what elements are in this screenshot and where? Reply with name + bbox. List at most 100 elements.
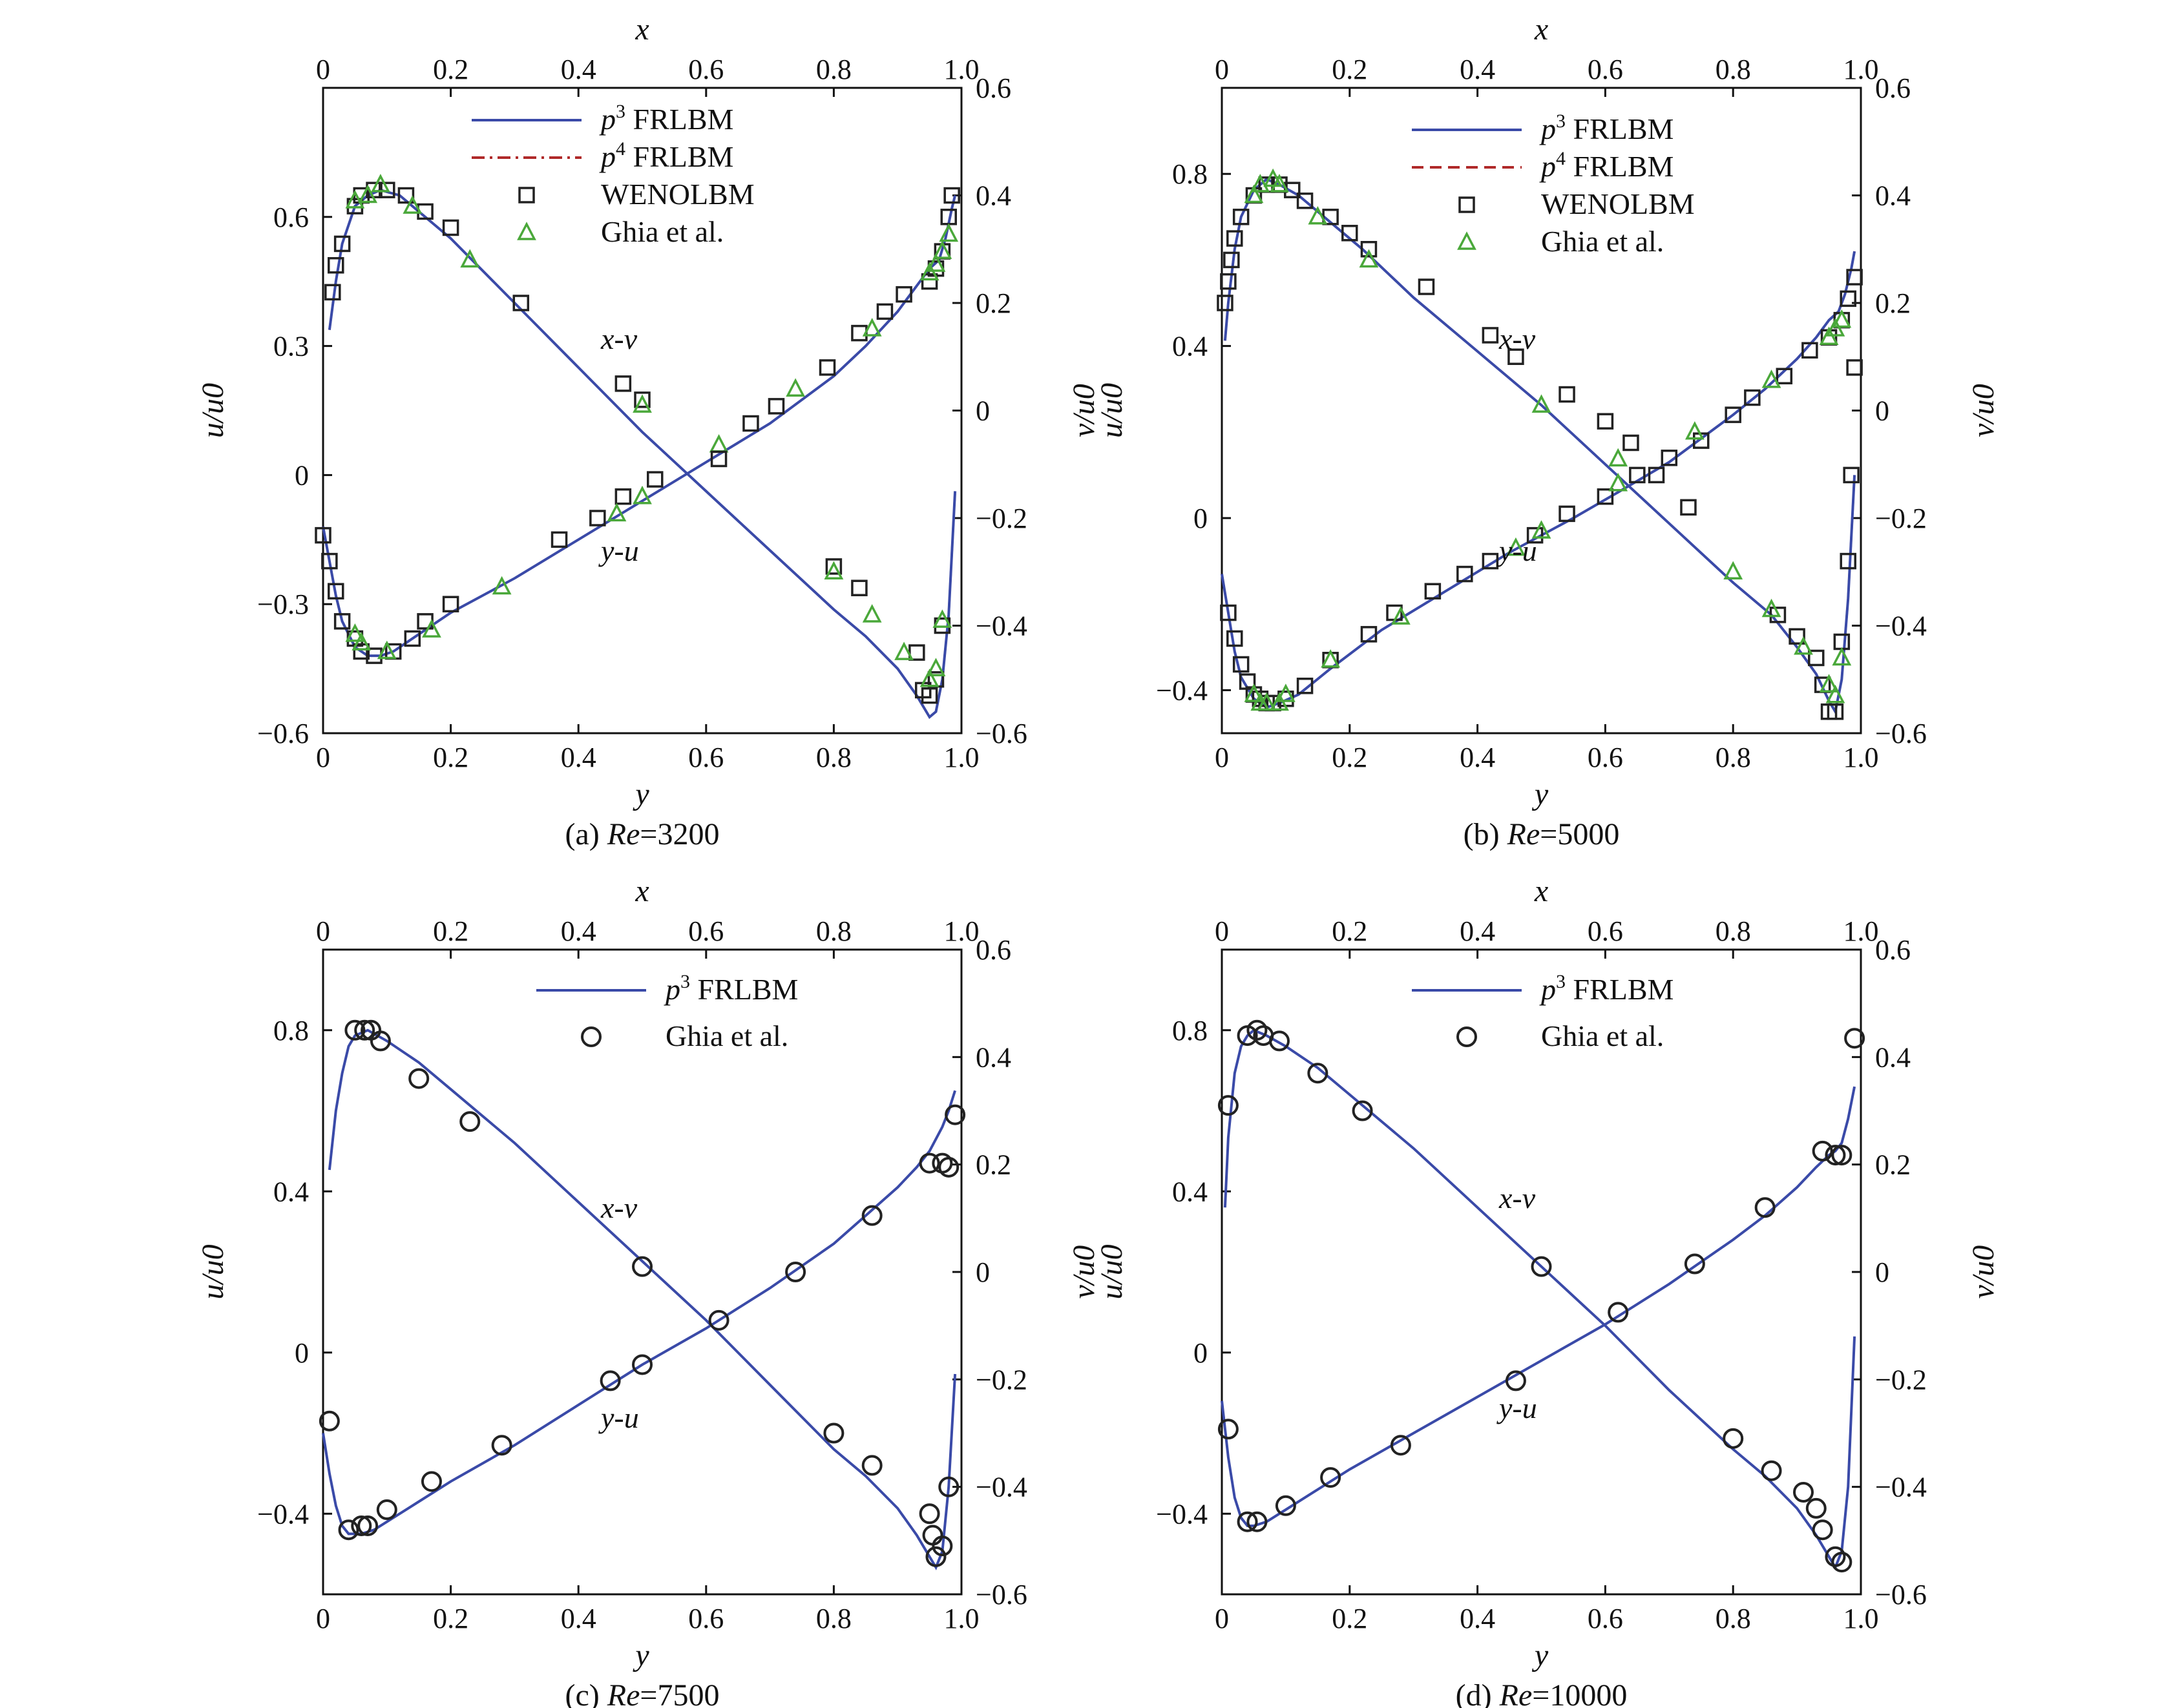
series-line-v_vs_x-dashdot bbox=[328, 189, 956, 719]
curve-annotation: y-u bbox=[598, 1401, 639, 1434]
marker-v_markers_circle bbox=[1831, 1552, 1852, 1573]
left-tick-label: 0.3 bbox=[273, 331, 309, 362]
top-tick-label: 0.4 bbox=[561, 54, 596, 85]
marker-u_markers_square bbox=[896, 286, 912, 303]
marker-u_markers_triangle bbox=[1244, 683, 1264, 702]
marker-u_markers_circle bbox=[1812, 1140, 1833, 1161]
marker-v_markers_triangle bbox=[926, 658, 946, 676]
marker-u_markers_square bbox=[1526, 526, 1544, 544]
x-tick-label: 0.6 bbox=[1588, 742, 1623, 773]
legend-label-sup: 4 bbox=[1556, 148, 1566, 169]
caption-var: Re bbox=[607, 1678, 640, 1708]
marker-v_markers_circle bbox=[408, 1068, 430, 1089]
top-tick-label: 0.2 bbox=[1332, 915, 1367, 947]
marker-u_markers_circle bbox=[1246, 1511, 1268, 1532]
marker-u_markers_circle bbox=[1844, 1028, 1865, 1049]
x-tick-label: 0.8 bbox=[816, 742, 852, 773]
marker-v_markers_square bbox=[614, 375, 632, 392]
legend-label-base: p bbox=[1539, 973, 1556, 1006]
marker-v_markers_circle bbox=[938, 1476, 960, 1497]
marker-v_markers_square bbox=[1843, 466, 1860, 484]
legend-label: Ghia et al. bbox=[601, 215, 724, 248]
right-tick-label: 0.4 bbox=[1875, 1041, 1911, 1073]
marker-v_markers_triangle bbox=[1263, 168, 1283, 187]
x-tick-label: 0.4 bbox=[1460, 1603, 1495, 1634]
top-tick-label: 0.8 bbox=[816, 915, 852, 947]
caption-suffix: =7500 bbox=[640, 1678, 719, 1708]
right-axis-title: v/u0 bbox=[1067, 1245, 1101, 1299]
marker-u_markers_square bbox=[1232, 656, 1250, 673]
marker-u_markers_square bbox=[1296, 677, 1314, 694]
legend-label-sup: 3 bbox=[680, 971, 690, 992]
marker-v_markers_circle bbox=[1805, 1497, 1827, 1519]
legend-label-rest: FRLBM bbox=[1566, 150, 1674, 183]
right-tick-label: 0.2 bbox=[976, 287, 1011, 319]
marker-u_markers_circle bbox=[1505, 1370, 1526, 1391]
top-tick-label: 1.0 bbox=[1843, 915, 1879, 947]
top-axis-title: x bbox=[1534, 12, 1548, 47]
marker-u_markers_square bbox=[943, 187, 960, 204]
marker-u_markers_square bbox=[1482, 552, 1499, 570]
marker-v_markers_square bbox=[1846, 359, 1863, 376]
marker-u_markers_triangle bbox=[1832, 309, 1852, 328]
marker-u_markers_triangle bbox=[1391, 606, 1411, 625]
marker-v_markers_square bbox=[1322, 209, 1339, 225]
marker-u_markers_triangle bbox=[1270, 692, 1289, 711]
panel-caption: (c) Re=7500 bbox=[565, 1678, 720, 1708]
x-axis-title: y bbox=[632, 1638, 649, 1672]
marker-u_markers_circle bbox=[491, 1435, 512, 1456]
marker-v_markers_square bbox=[634, 391, 651, 408]
marker-v_markers_circle bbox=[632, 1256, 653, 1277]
series-line-u_vs_y-dashdot bbox=[322, 195, 956, 657]
legend-label-sup: 3 bbox=[616, 101, 625, 122]
caption-prefix: (d) bbox=[1456, 1678, 1500, 1708]
x-tick-label: 1.0 bbox=[1843, 1603, 1879, 1634]
marker-v_markers_square bbox=[1296, 193, 1314, 209]
marker-u_markers_square bbox=[589, 510, 606, 526]
legend-label-base: p bbox=[1539, 112, 1556, 145]
marker-u_markers_square bbox=[742, 415, 759, 432]
top-tick-label: 0.2 bbox=[433, 915, 468, 947]
marker-u_markers_circle bbox=[632, 1354, 653, 1375]
marker-u_markers_circle bbox=[1320, 1467, 1341, 1488]
x-axis-title: y bbox=[632, 777, 649, 811]
top-tick-label: 0.2 bbox=[433, 54, 468, 85]
caption-var: Re bbox=[1507, 817, 1540, 851]
marker-v_markers_triangle bbox=[894, 641, 914, 660]
marker-v_markers_square bbox=[1507, 348, 1524, 365]
marker-u_markers_triangle bbox=[492, 576, 512, 595]
marker-u_markers_square bbox=[1220, 604, 1237, 621]
marker-v_markers_circle bbox=[823, 1422, 845, 1444]
marker-u_markers_triangle bbox=[607, 503, 627, 522]
chart-panel-2: 0 0.2 0.4 0.6 0.8 1.0 0 0.2 0.4 0.6 0.8 1.0 −0.4 0 0.4… bbox=[196, 874, 1101, 1708]
marker-u_markers_circle bbox=[1684, 1253, 1705, 1275]
caption-prefix: (c) bbox=[565, 1678, 607, 1708]
right-tick-label: −0.6 bbox=[976, 1579, 1027, 1610]
marker-u_markers_triangle bbox=[939, 223, 959, 242]
top-tick-label: 0.6 bbox=[1588, 915, 1623, 947]
marker-v_markers_square bbox=[1680, 499, 1697, 516]
marker-v_markers_triangle bbox=[1723, 561, 1743, 579]
marker-v_markers_triangle bbox=[1761, 598, 1781, 618]
marker-u_markers_circle bbox=[1754, 1197, 1776, 1218]
marker-u_markers_circle bbox=[919, 1152, 940, 1174]
left-axis-title: u/u0 bbox=[1095, 1244, 1129, 1299]
series-line-u_vs_y-solid bbox=[1221, 1086, 1856, 1527]
marker-v_markers_triangle bbox=[932, 609, 952, 628]
x-tick-label: 0.2 bbox=[1332, 742, 1367, 773]
right-tick-label: 0 bbox=[976, 395, 990, 427]
marker-v_markers_square bbox=[1418, 278, 1435, 295]
marker-u_markers_circle bbox=[376, 1499, 397, 1521]
top-tick-label: 0.6 bbox=[688, 54, 724, 85]
marker-u_markers_circle bbox=[708, 1309, 729, 1331]
legend-label: p3 FRLBM bbox=[1539, 110, 1674, 145]
x-tick-label: 0.2 bbox=[1332, 1603, 1367, 1634]
marker-u_markers_circle bbox=[351, 1515, 372, 1536]
top-axis-title: x bbox=[635, 874, 649, 908]
right-tick-label: 0.4 bbox=[976, 180, 1011, 212]
marker-v_markers_square bbox=[1232, 209, 1250, 225]
caption-var: Re bbox=[607, 817, 640, 851]
legend-marker-circle bbox=[581, 1026, 602, 1047]
top-tick-label: 0 bbox=[1215, 915, 1229, 947]
x-tick-label: 0 bbox=[316, 742, 330, 773]
